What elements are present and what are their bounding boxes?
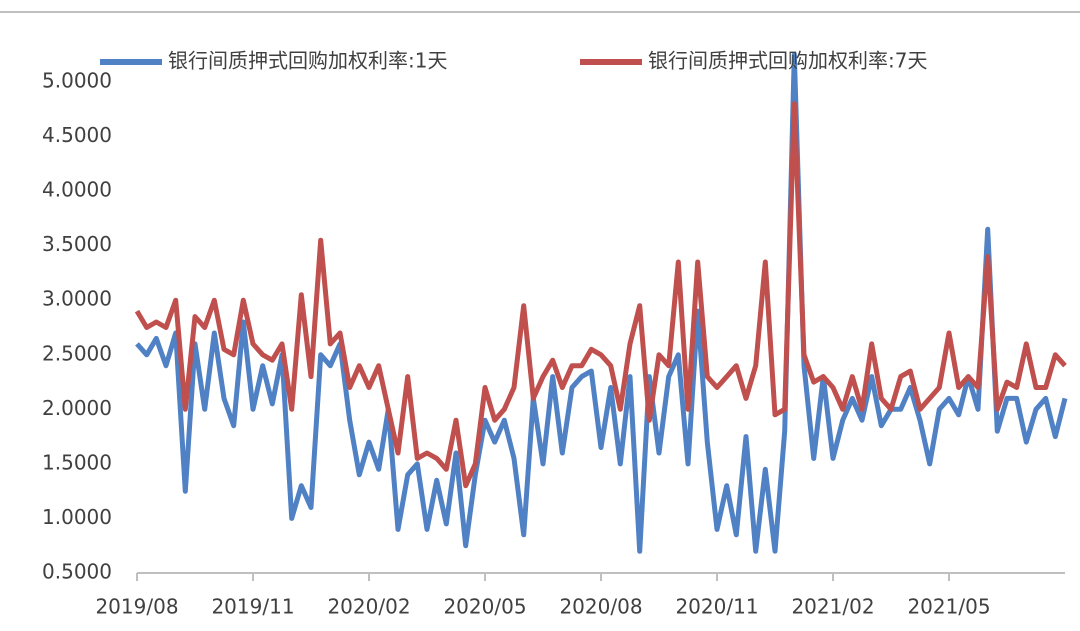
y-tick-label: 4.0000 bbox=[42, 178, 112, 202]
y-tick-label: 2.0000 bbox=[42, 396, 112, 420]
x-tick-label: 2020/11 bbox=[675, 595, 758, 619]
series-line bbox=[134, 101, 1067, 489]
series-line bbox=[135, 52, 1068, 554]
y-tick-label: 4.5000 bbox=[42, 123, 112, 147]
y-tick-label: 0.5000 bbox=[42, 560, 112, 584]
x-tick-label: 2020/08 bbox=[559, 595, 642, 619]
y-tick-label: 1.5000 bbox=[42, 450, 112, 474]
x-tick-label: 2021/02 bbox=[791, 595, 874, 619]
x-tick-label: 2019/08 bbox=[95, 595, 178, 619]
x-tick-label: 2021/05 bbox=[907, 595, 990, 619]
legend-label: 银行间质押式回购加权利率:1天 bbox=[168, 49, 447, 73]
y-tick-label: 5.0000 bbox=[42, 69, 112, 93]
legend-label: 银行间质押式回购加权利率:7天 bbox=[648, 49, 927, 73]
y-tick-label: 3.5000 bbox=[42, 232, 112, 256]
y-tick-label: 2.5000 bbox=[42, 341, 112, 365]
x-tick-label: 2020/05 bbox=[443, 595, 526, 619]
y-tick-label: 1.0000 bbox=[42, 505, 112, 529]
y-tick-label: 3.0000 bbox=[42, 287, 112, 311]
x-tick-label: 2019/11 bbox=[211, 595, 294, 619]
x-tick-label: 2020/02 bbox=[327, 595, 410, 619]
